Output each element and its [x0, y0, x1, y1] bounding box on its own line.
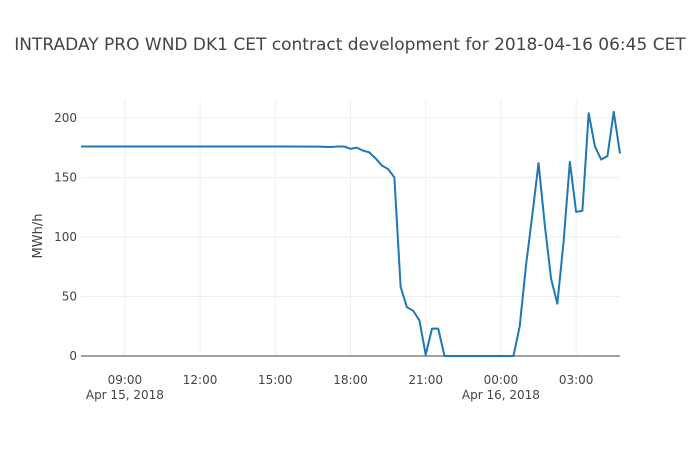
- y-tick-label: 100: [54, 230, 77, 244]
- x-tick-date-label: Apr 15, 2018: [86, 388, 164, 402]
- x-tick-label: 21:00: [408, 373, 443, 387]
- y-tick-label: 0: [69, 349, 77, 363]
- x-tick-label: 15:00: [258, 373, 293, 387]
- chart-title: INTRADAY PRO WND DK1 CET contract develo…: [14, 35, 686, 55]
- x-tick-date-label: Apr 16, 2018: [462, 388, 540, 402]
- x-tick-label: 12:00: [183, 373, 218, 387]
- grid-layer: [81, 100, 620, 357]
- series-layer: [81, 110, 621, 357]
- x-tick-label: 00:00: [484, 373, 519, 387]
- y-axis-title: MWh/h: [31, 214, 46, 259]
- x-tick-label: 03:00: [559, 373, 594, 387]
- y-tick-label: 200: [54, 111, 77, 125]
- y-tick-label: 150: [54, 170, 77, 184]
- x-tick-label: 18:00: [333, 373, 368, 387]
- x-tick-label: 09:00: [108, 373, 143, 387]
- y-tick-label: 50: [62, 289, 77, 303]
- series-line: [81, 110, 621, 357]
